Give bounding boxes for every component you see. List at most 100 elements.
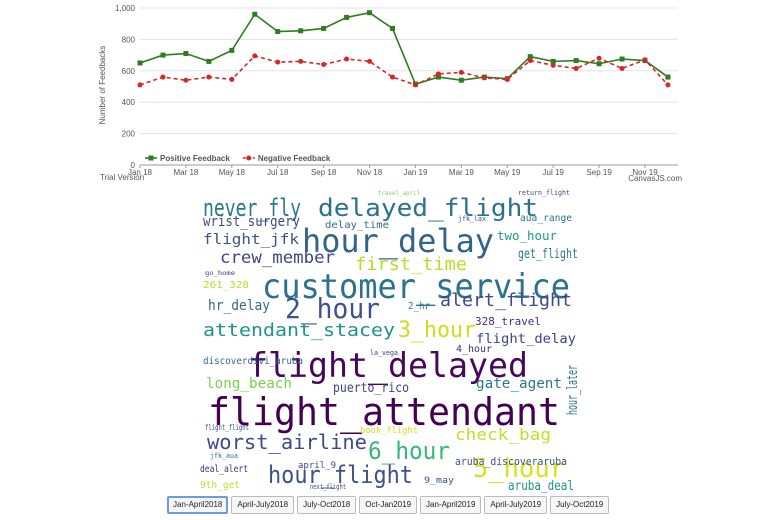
x-tick-label: Nov 19 bbox=[632, 168, 658, 177]
point-marker bbox=[458, 77, 464, 83]
cloud-word: la_vega bbox=[370, 349, 398, 357]
cloud-word: go_home bbox=[205, 270, 235, 277]
cloud-word: 6_hour bbox=[368, 437, 450, 465]
point-marker bbox=[642, 57, 648, 63]
cloud-word: discoverdivi_aruba bbox=[203, 356, 303, 367]
cloud-word: flight_delayed bbox=[248, 346, 528, 386]
x-tick-label: Jul 18 bbox=[267, 168, 289, 177]
legend-marker bbox=[148, 155, 154, 161]
cloud-word: never_fly bbox=[203, 194, 301, 222]
watermark: CanvasJS.com bbox=[628, 174, 682, 183]
range-button[interactable]: Jan-April2018 bbox=[167, 496, 229, 514]
cloud-word: return_flight bbox=[518, 189, 570, 197]
cloud-word: attendant_stacey bbox=[203, 320, 395, 341]
x-tick-label: Jan 18 bbox=[128, 168, 153, 177]
x-tick-label: May 18 bbox=[219, 168, 246, 177]
point-marker bbox=[183, 51, 189, 57]
cloud-word: worst_airline bbox=[207, 430, 367, 454]
series-line bbox=[139, 54, 669, 86]
range-button[interactable]: July-Oct2019 bbox=[550, 496, 610, 514]
point-marker bbox=[298, 28, 304, 34]
point-marker bbox=[665, 82, 671, 88]
point-marker bbox=[229, 76, 235, 82]
y-tick-label: 200 bbox=[122, 130, 136, 139]
cloud-word: deal_alert bbox=[200, 464, 248, 475]
cloud-word: 4_hour bbox=[456, 344, 492, 355]
x-tick-label: Mar 18 bbox=[173, 168, 198, 177]
legend-label: Negative Feedback bbox=[258, 154, 331, 163]
x-tick-label: Jan 19 bbox=[403, 168, 428, 177]
point-marker bbox=[481, 75, 487, 81]
y-tick-label: 0 bbox=[131, 161, 136, 170]
cloud-word: 2_hour bbox=[285, 292, 380, 326]
point-marker bbox=[573, 58, 579, 64]
point-marker bbox=[504, 76, 510, 82]
range-button[interactable]: July-Oct2018 bbox=[297, 496, 357, 514]
range-button[interactable]: Jan-April2019 bbox=[420, 496, 482, 514]
point-marker bbox=[527, 54, 533, 60]
point-marker bbox=[550, 62, 556, 68]
point-marker bbox=[252, 11, 258, 17]
point-marker bbox=[550, 58, 556, 64]
y-tick-label: 400 bbox=[122, 98, 136, 107]
point-marker bbox=[298, 58, 304, 64]
point-marker bbox=[573, 65, 579, 71]
cloud-word: 5_hour bbox=[473, 454, 565, 484]
point-marker bbox=[229, 47, 235, 53]
range-button[interactable]: April-July2018 bbox=[231, 496, 295, 514]
point-marker bbox=[160, 74, 166, 80]
cloud-word: check_bag bbox=[455, 425, 551, 444]
range-button[interactable]: Oct-Jan2019 bbox=[359, 496, 418, 514]
range-button[interactable]: April-July2019 bbox=[484, 496, 548, 514]
cloud-word: jfk_aua bbox=[210, 452, 238, 460]
cloud-word: customer_service bbox=[262, 267, 570, 307]
point-marker bbox=[665, 74, 671, 80]
cloud-word: delay_time bbox=[325, 220, 389, 231]
y-tick-label: 800 bbox=[122, 35, 136, 44]
point-marker bbox=[275, 59, 281, 65]
point-marker bbox=[596, 55, 602, 61]
point-marker bbox=[183, 77, 189, 83]
dashboard: Number of Feedbacks Trial Version Canvas… bbox=[98, 4, 682, 495]
cloud-word: long_beach bbox=[206, 376, 292, 392]
watermark: Trial Version bbox=[100, 173, 144, 182]
cloud-word: 2_hr bbox=[408, 301, 430, 312]
cloud-word: first_time bbox=[355, 254, 467, 275]
y-axis-label: Number of Feedbacks bbox=[98, 46, 107, 125]
point-marker bbox=[458, 69, 464, 75]
cloud-word: two_hour bbox=[497, 229, 557, 243]
cloud-word: alert_flight bbox=[440, 290, 572, 311]
point-marker bbox=[435, 74, 441, 80]
point-marker bbox=[596, 61, 602, 67]
cloud-word: hour_delay bbox=[302, 222, 494, 260]
cloud-word: delayed_flight bbox=[318, 194, 538, 222]
point-marker bbox=[619, 56, 625, 62]
cloud-word: flight_delay bbox=[476, 332, 576, 347]
point-marker bbox=[344, 14, 350, 20]
point-marker bbox=[275, 29, 281, 35]
word-cloud-area bbox=[195, 185, 590, 495]
point-marker bbox=[412, 82, 418, 88]
button-bar: Jan-April2018 April-July2018 July-Oct2018 O… bbox=[167, 496, 610, 514]
legend-marker bbox=[246, 155, 252, 161]
cloud-word: gate_agent bbox=[476, 376, 562, 392]
point-marker bbox=[367, 10, 373, 16]
cloud-word: puerto_rico bbox=[333, 381, 409, 396]
cloud-word: next_flight bbox=[310, 483, 346, 491]
point-marker bbox=[619, 65, 625, 71]
cloud-word: flight_flight bbox=[205, 423, 249, 432]
point-marker bbox=[390, 25, 395, 31]
cloud-word: 9_may bbox=[424, 476, 455, 486]
cloud-word: 328_travel bbox=[475, 315, 541, 328]
y-tick-label: 600 bbox=[122, 67, 136, 76]
point-marker bbox=[321, 25, 327, 31]
x-tick-label: Nov 18 bbox=[357, 168, 383, 177]
y-tick-label: 1,000 bbox=[115, 4, 136, 13]
point-marker bbox=[344, 56, 350, 62]
cloud-word: crew_member bbox=[220, 248, 335, 268]
point-marker bbox=[390, 74, 395, 80]
point-marker bbox=[252, 53, 258, 59]
cloud-word: aruba_discoveraruba bbox=[455, 455, 567, 468]
cloud-word: hr_delay bbox=[208, 298, 270, 314]
